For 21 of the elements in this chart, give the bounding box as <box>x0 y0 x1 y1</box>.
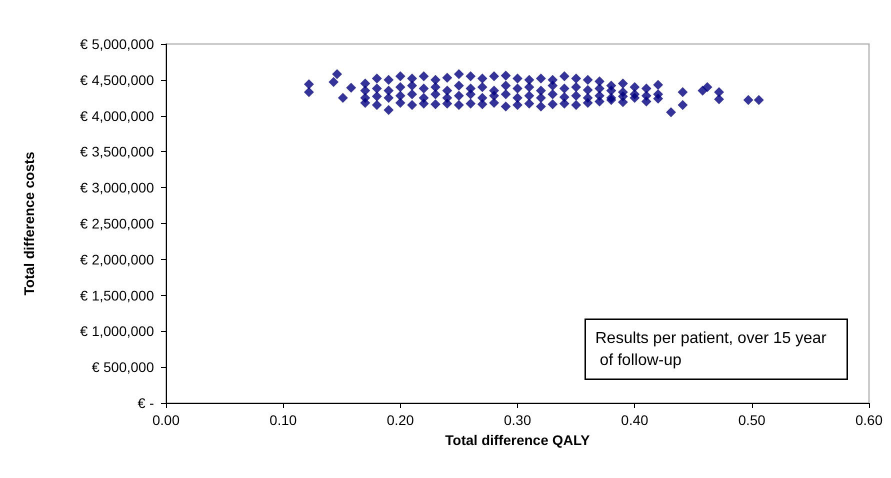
y-tick-label: € 5,000,000 <box>80 36 154 52</box>
annotation: Results per patient, over 15 year of follow-up <box>595 330 828 369</box>
x-tick-label: 0.20 <box>386 412 414 428</box>
y-tick-label: € 1,000,000 <box>80 323 154 340</box>
x-tick-label: 0.40 <box>621 412 649 428</box>
y-tick-label: € 2,500,000 <box>80 216 154 232</box>
y-axis-title: Total difference costs <box>21 151 37 296</box>
x-axis-title: Total difference QALY <box>445 432 591 448</box>
y-tick-label: € 2,000,000 <box>80 251 154 268</box>
x-tick-label: 0.50 <box>738 412 766 428</box>
x-tick-label: 0.30 <box>504 412 532 428</box>
y-tick-label: € 4,000,000 <box>80 108 154 124</box>
x-tick-label: 0.60 <box>855 412 883 428</box>
y-tick-label: € 4,500,000 <box>80 72 154 88</box>
y-tick-label: € 3,500,000 <box>80 144 154 160</box>
y-tick-label: € 1,500,000 <box>80 287 154 304</box>
y-tick-label: € - <box>138 395 154 411</box>
y-tick-label: € 500,000 <box>92 359 154 376</box>
y-tick-label: € 3,000,000 <box>80 180 154 196</box>
x-tick-label: 0.10 <box>270 412 298 428</box>
x-tick-label: 0.00 <box>152 412 180 428</box>
